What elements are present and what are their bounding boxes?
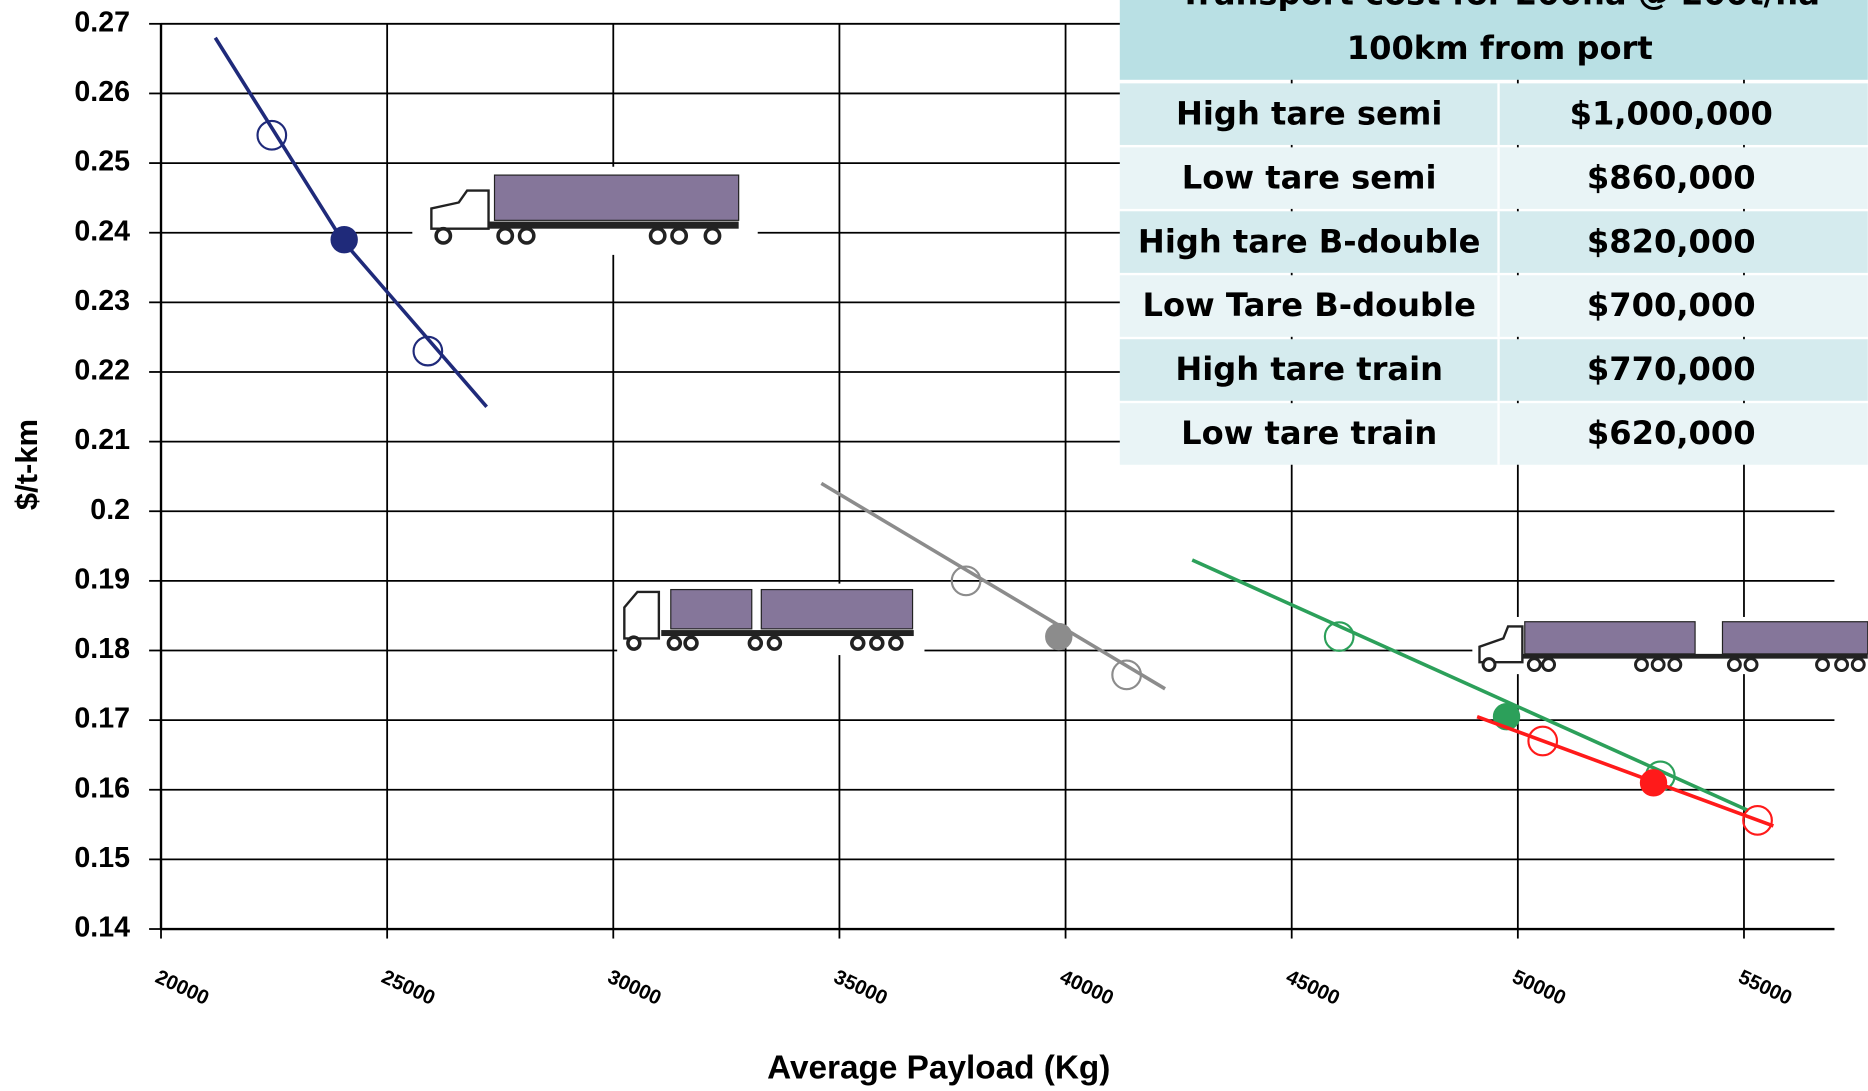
table-cell: High tare train <box>1175 350 1443 388</box>
x-tick-label: 45000 <box>1283 966 1343 1010</box>
x-tick-label: 50000 <box>1509 966 1569 1010</box>
x-tick-label: 40000 <box>1056 966 1116 1010</box>
y-axis-label: $/t-km <box>9 419 44 510</box>
y-tick-label: 0.17 <box>74 703 130 735</box>
open-marker <box>1527 725 1559 757</box>
cost-table: Transport cost for 200ha @ 200t/ha 100km … <box>1119 0 1868 465</box>
x-tick-label: 35000 <box>830 966 890 1010</box>
y-tick-label: 0.15 <box>74 842 130 874</box>
road-train-icon <box>1472 616 1868 675</box>
b-double-icon <box>617 583 925 656</box>
table-row-bg <box>1119 403 1868 465</box>
table-cell: $1,000,000 <box>1570 94 1773 132</box>
filled-marker <box>330 225 358 254</box>
table-row-bg <box>1119 211 1868 273</box>
open-marker <box>1742 805 1773 836</box>
y-tick-label: 0.14 <box>74 912 130 944</box>
x-axis-label: Average Payload (Kg) <box>767 1049 1110 1086</box>
y-tick-label: 0.26 <box>74 76 130 108</box>
table-cell: High tare B-double <box>1138 222 1481 260</box>
y-tick-label: 0.23 <box>74 285 130 317</box>
table-cell: Low tare semi <box>1182 158 1437 196</box>
series-line <box>1476 714 1774 828</box>
table-cell: $860,000 <box>1587 158 1756 196</box>
table-row-bg <box>1119 275 1868 337</box>
table-cell: $770,000 <box>1587 350 1756 388</box>
table-cell: $820,000 <box>1587 222 1756 260</box>
x-tick-label: 25000 <box>378 966 438 1010</box>
y-tick-label: 0.2 <box>90 494 130 526</box>
table-row-bg <box>1119 83 1868 145</box>
open-marker <box>950 565 982 597</box>
y-tick-label: 0.19 <box>74 563 130 595</box>
y-tick-label: 0.21 <box>74 424 130 456</box>
open-marker <box>256 119 288 151</box>
filled-marker <box>1639 769 1668 797</box>
x-tick-label: 55000 <box>1735 966 1795 1010</box>
table-cell: $700,000 <box>1587 286 1756 324</box>
plot-area <box>213 36 1774 836</box>
table-cell: Low tare train <box>1181 414 1437 452</box>
y-tick-label: 0.22 <box>74 355 130 387</box>
table-title: 100km from port <box>1347 29 1653 67</box>
y-tick-label: 0.18 <box>74 633 130 665</box>
filled-marker <box>1045 622 1073 651</box>
y-tick-label: 0.27 <box>74 6 130 38</box>
table-row-bg <box>1119 339 1868 401</box>
table-cell: Low Tare B-double <box>1142 286 1475 324</box>
open-marker <box>1323 621 1355 652</box>
table-header-bg <box>1119 0 1868 80</box>
semi-truck-icon <box>412 166 758 255</box>
y-tick-label: 0.16 <box>74 772 130 804</box>
open-marker <box>1111 659 1142 691</box>
x-tick-label: 20000 <box>152 966 212 1010</box>
table-row-bg <box>1119 147 1868 209</box>
table-cell: $620,000 <box>1587 414 1756 452</box>
y-tick-label: 0.25 <box>74 146 130 178</box>
open-marker <box>412 335 444 367</box>
y-tick-label: 0.24 <box>74 215 130 247</box>
table-cell: High tare semi <box>1176 94 1442 132</box>
table-title: Transport cost for 200ha @ 200t/ha <box>1180 0 1820 12</box>
x-tick-label: 30000 <box>604 966 664 1010</box>
series-line <box>820 481 1166 691</box>
series-line <box>1191 558 1750 813</box>
